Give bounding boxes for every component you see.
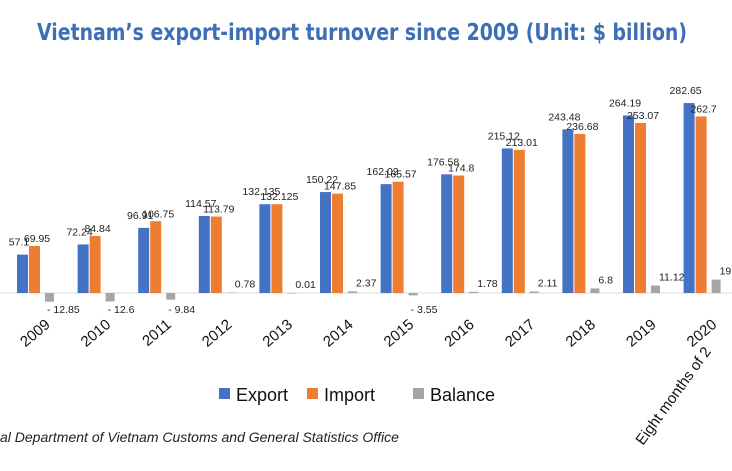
value-label: 19.95 xyxy=(720,266,732,278)
bar xyxy=(562,129,574,293)
bar xyxy=(590,288,600,293)
value-label: 213.01 xyxy=(506,137,538,149)
legend-swatch xyxy=(307,388,318,399)
bar xyxy=(651,285,660,293)
value-label: 96.91 xyxy=(127,210,153,222)
x-tick-label: 2015 xyxy=(381,316,417,350)
value-label: 2.37 xyxy=(356,277,377,289)
value-label: 114.57 xyxy=(185,198,216,210)
value-label: 106.75 xyxy=(142,208,174,220)
bar xyxy=(513,149,525,293)
bar xyxy=(380,184,392,293)
value-label: 165.57 xyxy=(385,169,417,181)
value-label: 282.65 xyxy=(670,85,702,97)
value-label: 113.79 xyxy=(203,204,234,216)
bar xyxy=(17,254,28,293)
value-label: - 3.55 xyxy=(411,304,438,316)
bar xyxy=(574,133,586,293)
bar xyxy=(226,292,236,293)
value-label: 162.02 xyxy=(367,166,399,178)
bar xyxy=(259,204,271,293)
bar xyxy=(695,116,707,293)
legend-swatch xyxy=(219,388,230,399)
value-label: 2.11 xyxy=(538,278,558,290)
value-label: 6.8 xyxy=(598,274,613,286)
value-label: 69.95 xyxy=(24,233,50,245)
x-tick-label: 2018 xyxy=(562,316,598,350)
x-tick-label: 2019 xyxy=(623,316,659,350)
bar xyxy=(392,181,404,293)
value-label: - 12.6 xyxy=(108,304,135,316)
legend-label: Export xyxy=(236,385,288,405)
bar xyxy=(138,227,150,293)
value-label: 132.125 xyxy=(260,191,298,203)
bar xyxy=(45,293,54,302)
bar xyxy=(683,103,695,293)
bar xyxy=(623,115,634,293)
bar xyxy=(105,293,115,302)
legend-label: Import xyxy=(324,385,375,405)
value-label: - 9.84 xyxy=(168,304,195,316)
bar xyxy=(441,174,453,293)
value-label: 57.1 xyxy=(9,237,30,249)
bar xyxy=(29,245,40,293)
legend-swatch xyxy=(413,388,424,399)
bar xyxy=(166,293,176,300)
value-label: 0.01 xyxy=(295,279,316,291)
x-tick-label: Eight months of 2 xyxy=(632,344,714,448)
value-label: 176.58 xyxy=(427,156,459,168)
bar xyxy=(287,292,297,294)
bar xyxy=(453,175,465,293)
value-label: 150.22 xyxy=(306,174,338,186)
bar xyxy=(469,291,479,293)
bar xyxy=(150,221,162,293)
bar xyxy=(711,279,721,293)
x-tick-label: 2014 xyxy=(320,316,356,350)
bar xyxy=(408,293,418,296)
bar xyxy=(501,148,513,293)
value-label: 147.85 xyxy=(324,181,356,193)
bar xyxy=(332,193,343,293)
value-label: 132.135 xyxy=(242,186,280,198)
value-label: 243.48 xyxy=(548,111,580,123)
source-note: al Department of Vietnam Customs and Gen… xyxy=(0,429,399,445)
bar xyxy=(77,244,89,293)
value-label: 84.84 xyxy=(84,223,110,235)
x-tick-label: 2017 xyxy=(502,316,538,350)
legend-label: Balance xyxy=(430,385,495,405)
value-label: 11.12 xyxy=(659,272,685,284)
bar xyxy=(210,216,222,293)
x-tick-label: 2016 xyxy=(441,316,477,350)
value-label: - 12.85 xyxy=(47,304,80,316)
x-tick-label: 2009 xyxy=(17,316,53,350)
x-tick-label: 2011 xyxy=(139,316,175,350)
bar xyxy=(89,235,101,293)
x-tick-label: 2013 xyxy=(259,316,295,350)
value-label: 1.78 xyxy=(477,278,498,290)
bar xyxy=(198,216,210,293)
value-label: 253.07 xyxy=(627,110,659,122)
value-label: 174.8 xyxy=(448,163,474,175)
bar xyxy=(271,204,283,293)
x-tick-label: 2010 xyxy=(78,316,114,350)
bar xyxy=(635,122,646,294)
value-label: 0.78 xyxy=(235,278,256,290)
value-label: 262.7 xyxy=(690,103,716,115)
value-label: 236.68 xyxy=(566,121,598,133)
bar xyxy=(320,192,331,293)
value-label: 264.19 xyxy=(609,97,641,109)
bar xyxy=(348,291,357,293)
value-label: 72.24 xyxy=(66,226,92,238)
chart-title: Vietnam’s export-import turnover since 2… xyxy=(37,20,687,46)
value-label: 215.12 xyxy=(488,130,520,142)
bar xyxy=(529,291,539,293)
x-tick-label: 2012 xyxy=(199,316,235,350)
